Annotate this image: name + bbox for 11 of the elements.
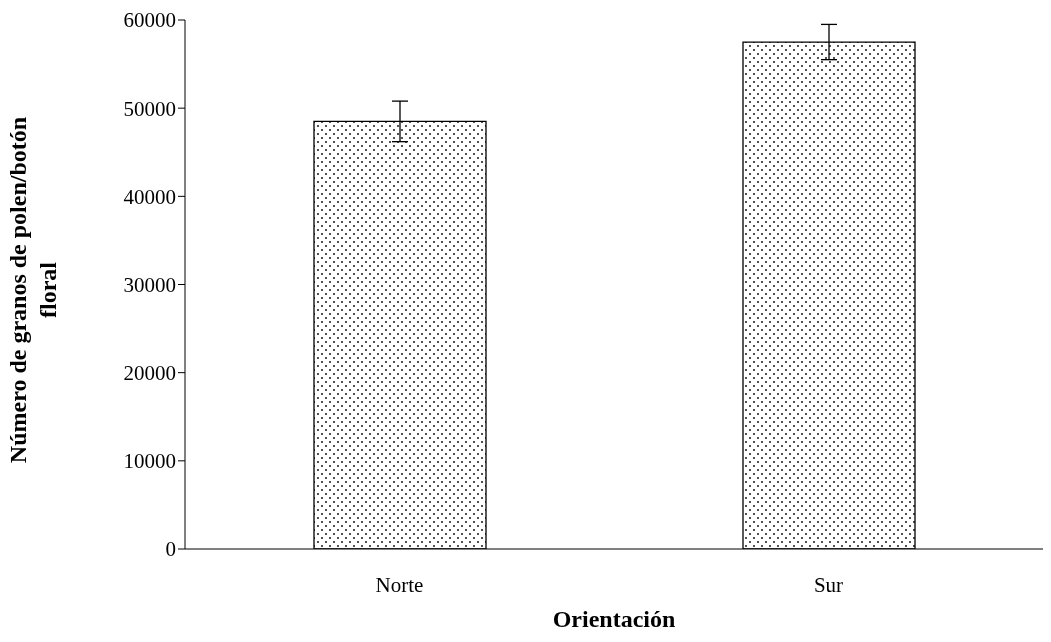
y-tick-label: 0 <box>165 537 176 562</box>
y-tick-label: 40000 <box>123 184 176 209</box>
y-tick-label: 30000 <box>123 272 176 297</box>
x-axis-title: Orientación <box>551 606 677 633</box>
y-axis-title: Número de granos de polen/botón floral <box>5 116 61 464</box>
y-tick-label: 10000 <box>123 449 176 474</box>
x-tick-label: Sur <box>813 572 844 597</box>
y-tick-label: 50000 <box>123 96 176 121</box>
x-tick-label: Norte <box>375 572 424 597</box>
y-tick-label: 60000 <box>123 8 176 33</box>
y-tick-label: 20000 <box>123 361 176 386</box>
